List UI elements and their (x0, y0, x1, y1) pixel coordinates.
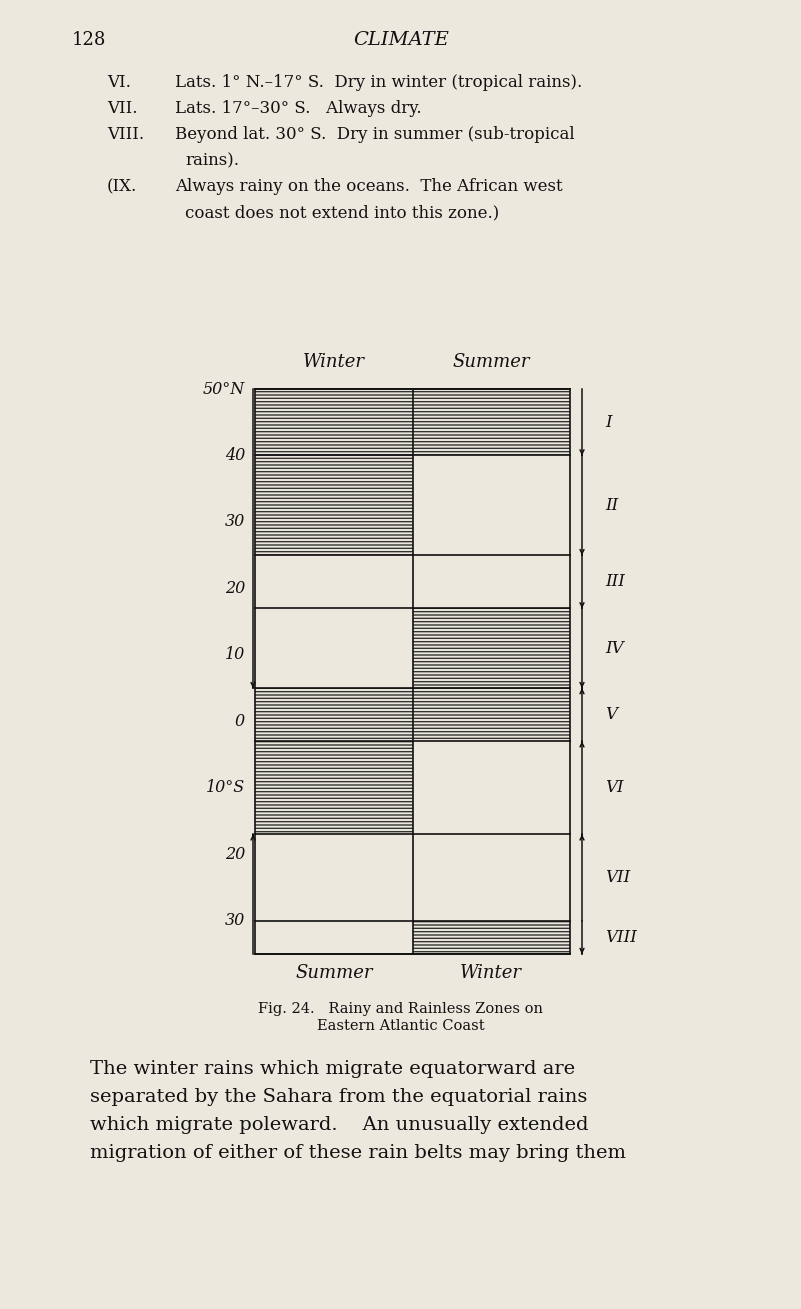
Text: separated by the Sahara from the equatorial rains: separated by the Sahara from the equator… (90, 1088, 587, 1106)
Bar (413, 920, 570, 954)
Text: Winter: Winter (303, 353, 364, 370)
Bar (255, 609, 413, 689)
Text: VIII.: VIII. (107, 126, 144, 143)
Bar (255, 689, 413, 741)
Text: Winter: Winter (461, 963, 522, 982)
Text: migration of either of these rain belts may bring them: migration of either of these rain belts … (90, 1144, 626, 1162)
Bar (255, 741, 413, 834)
Text: Summer: Summer (453, 353, 530, 370)
Text: VI: VI (605, 779, 624, 796)
Text: 30: 30 (225, 513, 245, 530)
Bar (255, 834, 413, 920)
Text: Beyond lat. 30° S.  Dry in summer (sub-tropical: Beyond lat. 30° S. Dry in summer (sub-tr… (175, 126, 574, 143)
Text: Eastern Atlantic Coast: Eastern Atlantic Coast (317, 1018, 485, 1033)
Text: II: II (605, 497, 618, 514)
Text: 10°S: 10°S (206, 779, 245, 796)
Text: CLIMATE: CLIMATE (353, 31, 449, 48)
Text: coast does not extend into this zone.): coast does not extend into this zone.) (185, 204, 499, 221)
Text: 0: 0 (235, 713, 245, 730)
Bar (255, 389, 413, 456)
Text: (IX.: (IX. (107, 178, 137, 195)
Bar (413, 389, 570, 456)
Bar (413, 609, 570, 689)
Text: 50°N: 50°N (203, 381, 245, 398)
Text: Lats. 17°–30° S.   Always dry.: Lats. 17°–30° S. Always dry. (175, 99, 421, 117)
Text: V: V (605, 707, 617, 723)
Text: 30: 30 (225, 912, 245, 929)
Bar (413, 689, 570, 741)
Text: 128: 128 (72, 31, 107, 48)
Bar (413, 555, 570, 609)
Bar (255, 456, 413, 555)
Text: 40: 40 (225, 446, 245, 463)
Text: VII: VII (605, 869, 630, 886)
Bar (413, 834, 570, 920)
Text: The winter rains which migrate equatorward are: The winter rains which migrate equatorwa… (90, 1060, 575, 1079)
Bar (255, 456, 413, 555)
Bar (413, 920, 570, 954)
Bar (413, 609, 570, 689)
Text: Always rainy on the oceans.  The African west: Always rainy on the oceans. The African … (175, 178, 562, 195)
Text: 20: 20 (225, 846, 245, 863)
Bar (413, 389, 570, 456)
Bar (255, 389, 413, 456)
Text: I: I (605, 414, 612, 431)
Text: 20: 20 (225, 580, 245, 597)
Text: rains).: rains). (185, 152, 239, 169)
Bar (413, 689, 570, 741)
Text: VIII: VIII (605, 929, 637, 946)
Bar (255, 555, 413, 609)
Bar (413, 456, 570, 555)
Bar (255, 920, 413, 954)
Bar (255, 689, 413, 741)
Text: VI.: VI. (107, 75, 131, 92)
Bar (255, 741, 413, 834)
Text: IV: IV (605, 640, 624, 657)
Text: Lats. 1° N.–17° S.  Dry in winter (tropical rains).: Lats. 1° N.–17° S. Dry in winter (tropic… (175, 75, 582, 92)
Text: VII.: VII. (107, 99, 138, 117)
Text: Fig. 24.   Rainy and Rainless Zones on: Fig. 24. Rainy and Rainless Zones on (259, 1001, 544, 1016)
Text: III: III (605, 573, 625, 590)
Text: Summer: Summer (295, 963, 372, 982)
Bar (413, 741, 570, 834)
Text: which migrate poleward.    An unusually extended: which migrate poleward. An unusually ext… (90, 1117, 589, 1134)
Text: 10: 10 (225, 647, 245, 664)
